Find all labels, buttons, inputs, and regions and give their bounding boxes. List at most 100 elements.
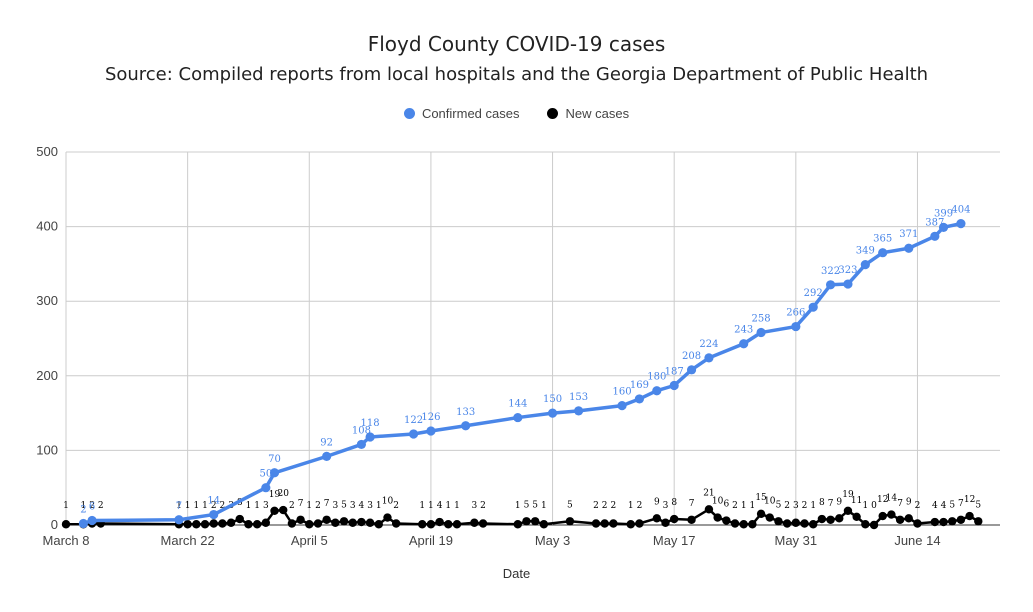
confirmed-cases-label: 122 [404, 415, 423, 426]
new-cases-label: 1 [428, 501, 434, 511]
new-cases-point [478, 519, 488, 528]
new-cases-point [530, 517, 540, 526]
new-cases-label: 12 [877, 495, 888, 505]
confirmed-cases-label: 187 [665, 366, 684, 377]
confirmed-cases-point [756, 327, 766, 338]
new-cases-point [791, 518, 801, 527]
new-cases-point [339, 517, 349, 526]
new-cases-point [252, 520, 262, 529]
new-cases-label: 3 [471, 501, 477, 511]
new-cases-point [800, 519, 809, 528]
new-cases-point [756, 509, 766, 519]
confirmed-cases-label: 387 [925, 217, 944, 228]
new-cases-label: 1 [454, 501, 460, 511]
new-cases-label: 5 [975, 500, 981, 510]
confirmed-cases-point [825, 280, 836, 290]
x-tick-label: June 14 [894, 533, 940, 548]
new-cases-label: 1 [419, 501, 425, 511]
new-cases-point [261, 518, 271, 527]
legend-label-confirmed: Confirmed cases [421, 106, 520, 121]
confirmed-cases-point [408, 429, 419, 439]
new-cases-label: 3 [367, 501, 373, 511]
confirmed-cases-point [513, 412, 523, 423]
new-cases-label: 2 [393, 501, 399, 511]
confirmed-cases-point [652, 386, 662, 396]
new-cases-label: 1 [193, 501, 199, 511]
confirmed-cases-label: 349 [856, 246, 875, 257]
new-cases-point [869, 520, 879, 530]
legend-item-confirmed[interactable]: Confirmed cases [403, 106, 520, 121]
confirmed-cases-label: 208 [682, 351, 701, 362]
new-cases-point [391, 519, 401, 528]
new-cases-point [331, 518, 340, 527]
confirmed-cases-point [87, 515, 97, 526]
confirmed-cases-point [209, 509, 219, 520]
x-tick-label: April 19 [409, 533, 453, 548]
confirmed-cases-point [956, 219, 966, 229]
new-cases-point [192, 520, 201, 529]
confirmed-cases-label: 133 [456, 407, 475, 418]
new-cases-label: 5 [776, 500, 782, 510]
confirmed-cases-label: 126 [421, 412, 440, 423]
new-cases-label: 15 [755, 493, 767, 503]
new-cases-point [774, 517, 783, 526]
new-cases-point [365, 518, 375, 527]
new-cases-point [200, 520, 210, 529]
x-tick-label: March 8 [43, 533, 90, 548]
confirmed-cases-label: 6 [89, 502, 95, 513]
confirmed-cases-point [574, 406, 584, 416]
new-cases-label: 5 [532, 500, 538, 510]
new-cases-label: 19 [842, 490, 854, 500]
new-cases-point [965, 511, 974, 521]
new-cases-point [852, 512, 861, 521]
new-cases-point [322, 515, 331, 524]
new-cases-point [904, 514, 913, 523]
new-cases-point [809, 520, 818, 529]
new-cases-label: 1 [445, 501, 451, 511]
confirmed-cases-label: 292 [804, 288, 823, 299]
confirmed-cases-label: 50 [259, 469, 272, 480]
confirmed-cases-label: 243 [734, 325, 753, 336]
new-cases-point [244, 520, 253, 529]
new-cases-point [817, 514, 827, 524]
new-cases-label: 6 [723, 500, 729, 510]
new-cases-point [669, 514, 679, 524]
new-cases-label: 9 [906, 497, 912, 507]
new-cases-point [444, 520, 453, 529]
new-cases-point [218, 519, 227, 528]
new-cases-label: 14 [886, 494, 898, 504]
legend-item-new[interactable]: New cases [547, 106, 629, 121]
new-cases-label: 1 [541, 501, 547, 511]
new-cases-label: 7 [324, 499, 330, 509]
new-cases-point [826, 515, 835, 524]
new-cases-label: 1 [63, 501, 69, 511]
new-cases-label: 3 [332, 501, 338, 511]
new-cases-label: 4 [359, 501, 365, 511]
new-cases-point [296, 515, 305, 524]
new-cases-point [565, 517, 575, 526]
new-cases-point [287, 519, 297, 528]
new-cases-label: 5 [949, 500, 955, 510]
y-tick-label: 500 [36, 144, 58, 159]
confirmed-cases-point [174, 515, 184, 525]
new-cases-label: 9 [654, 497, 660, 507]
new-cases-label: 10 [382, 497, 394, 507]
new-cases-point [835, 514, 844, 523]
new-cases-point [956, 515, 966, 524]
new-cases-label: 1 [81, 501, 87, 511]
new-cases-label: 4 [941, 501, 947, 511]
confirmed-cases-label: 224 [699, 339, 718, 350]
new-cases-point [270, 506, 279, 516]
new-cases-point [305, 520, 314, 529]
new-cases-label: 3 [350, 501, 356, 511]
new-cases-label: 2 [315, 501, 321, 511]
new-cases-point [626, 520, 635, 529]
new-cases-label: 4 [437, 501, 443, 511]
confirmed-cases-point [269, 468, 280, 478]
confirmed-cases-point [547, 408, 558, 418]
legend: Confirmed cases New cases [0, 106, 1033, 121]
new-cases-label: 1 [741, 501, 747, 511]
new-cases-label: 19 [269, 490, 281, 500]
new-cases-label: 3 [263, 501, 269, 511]
